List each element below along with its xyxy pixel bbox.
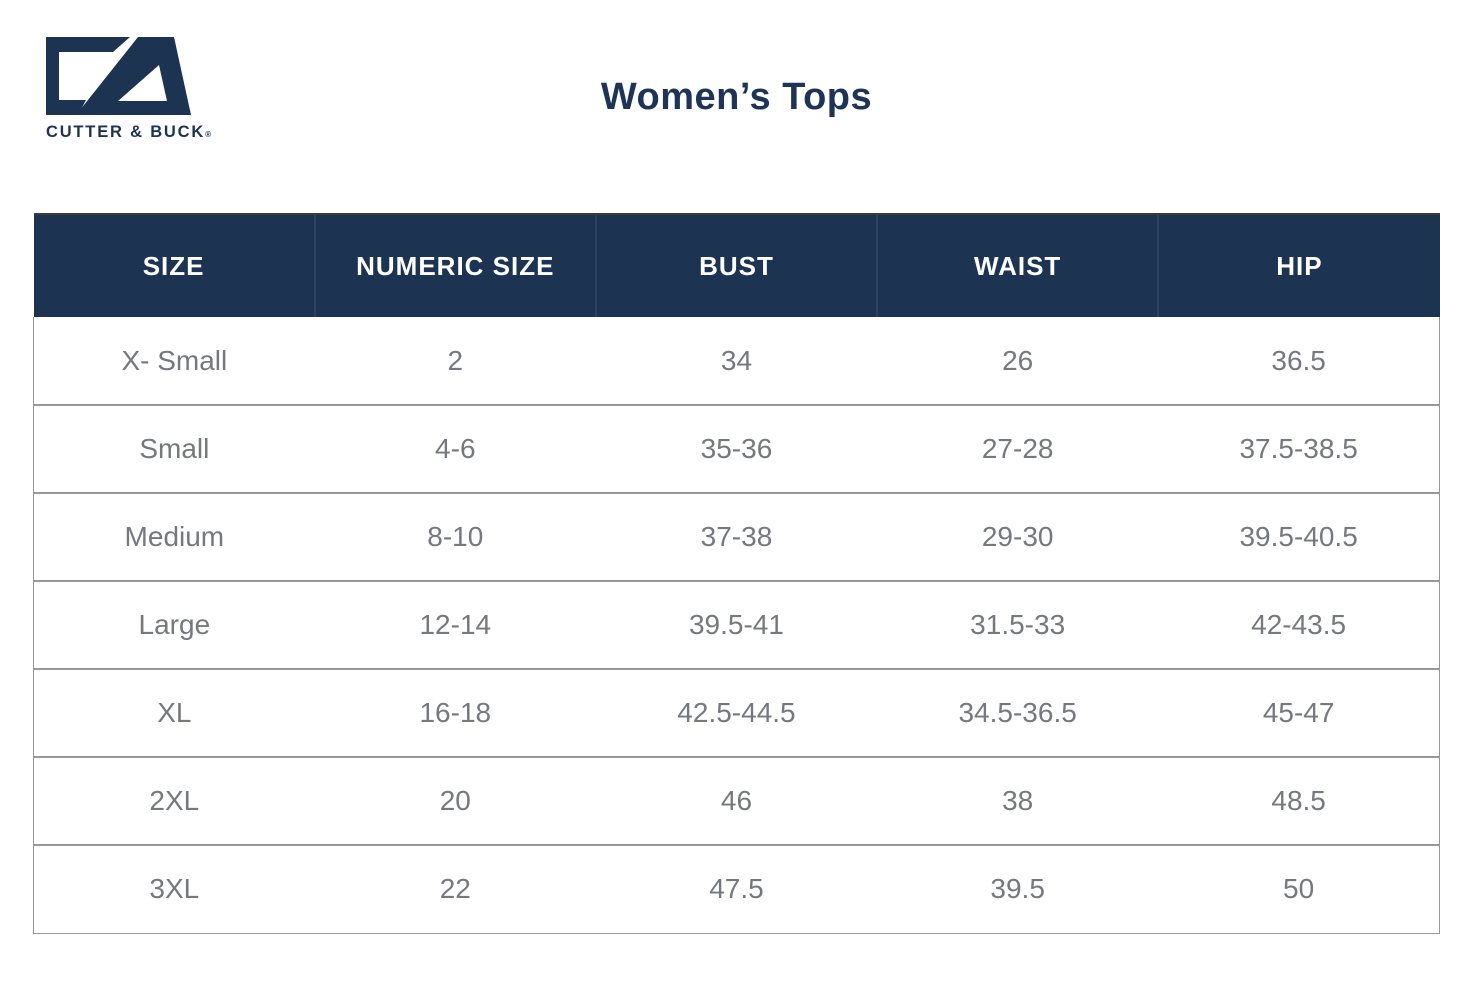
column-header-size: SIZE [33,213,315,317]
table-cell: 2XL [32,757,315,846]
column-header-bust: BUST [594,213,878,317]
table-cell: 38 [877,757,1159,846]
table-cell: 37.5-38.5 [1158,405,1441,494]
table-cell: 26 [877,317,1159,406]
column-header-waist: WAIST [876,213,1159,317]
table-header-row: SIZE NUMERIC SIZE BUST WAIST HIP [33,213,1440,317]
table-cell: 3XL [32,845,315,934]
table-cell: 36.5 [1158,317,1441,406]
table-cell: X- Small [32,317,315,406]
table-cell: 29-30 [877,493,1159,582]
registered-mark: ® [205,130,211,139]
table-cell: 31.5-33 [877,581,1159,670]
table-cell: 8-10 [314,493,596,582]
page-title: Women’s Tops [600,76,873,118]
table-cell: 42.5-44.5 [595,669,878,758]
table-cell: 47.5 [595,845,878,934]
table-cell: 35-36 [595,405,878,494]
table-cell: 34 [595,317,878,406]
table-cell: 39.5-41 [595,581,878,670]
table-row: X- Small 2 34 26 36.5 [32,317,1441,406]
table-cell: 39.5 [877,845,1159,934]
brand-logo: CUTTER & BUCK® [46,36,236,142]
table-cell: 48.5 [1158,757,1441,846]
column-header-hip: HIP [1157,213,1440,317]
brand-wordmark: CUTTER & BUCK® [46,123,211,141]
table-cell: 50 [1158,845,1441,934]
table-cell: Small [32,405,315,494]
table-cell: 39.5-40.5 [1158,493,1441,582]
table-cell: 46 [595,757,878,846]
table-cell: 16-18 [314,669,596,758]
table-cell: Medium [32,493,315,582]
table-row: 2XL 20 46 38 48.5 [32,757,1441,846]
table-row: Large 12-14 39.5-41 31.5-33 42-43.5 [32,581,1441,670]
table-row: XL 16-18 42.5-44.5 34.5-36.5 45-47 [32,669,1441,758]
size-chart-table: SIZE NUMERIC SIZE BUST WAIST HIP X- Small 2 34… [32,213,1441,934]
table-cell: 2 [314,317,596,406]
table-cell: 4-6 [314,405,596,494]
table-cell: 20 [314,757,596,846]
table-cell: XL [32,669,315,758]
table-cell: 42-43.5 [1158,581,1441,670]
table-body: X- Small 2 34 26 36.5 Small 4-6 35-36 27-28 37.5-… [32,317,1441,934]
table-cell: 34.5-36.5 [877,669,1159,758]
table-cell: 45-47 [1158,669,1441,758]
table-cell: 12-14 [314,581,596,670]
table-cell: 22 [314,845,596,934]
table-cell: 27-28 [877,405,1159,494]
table-cell: Large [32,581,315,670]
table-row: Medium 8-10 37-38 29-30 39.5-40.5 [32,493,1441,582]
column-header-numeric-size: NUMERIC SIZE [313,213,596,317]
size-chart: SIZE NUMERIC SIZE BUST WAIST HIP X- Small 2 34… [32,213,1441,934]
table-row: 3XL 22 47.5 39.5 50 [32,845,1441,934]
cutter-buck-monogram-icon [46,37,191,115]
table-cell: 37-38 [595,493,878,582]
table-row: Small 4-6 35-36 27-28 37.5-38.5 [32,405,1441,494]
